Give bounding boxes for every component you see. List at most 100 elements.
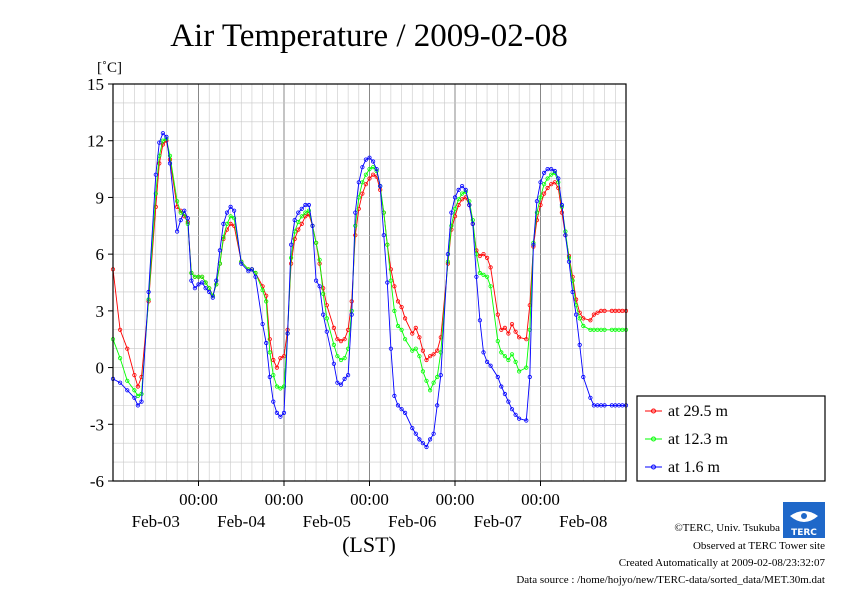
data-point [467,199,472,204]
data-point [160,142,165,147]
data-point [410,348,415,353]
data-point [278,355,283,361]
data-point [502,354,507,359]
data-point [484,274,490,279]
data-point [306,208,311,213]
data-point [135,393,140,398]
data-point [513,329,518,334]
data-point [413,431,418,436]
data-point [164,134,169,139]
y-tick-labels: 15 12 9 6 3 0 -3 -6 [87,75,113,491]
footer-source: Data source : /home/hojyo/new/TERC-data/… [516,574,825,586]
data-point [189,278,194,283]
data-point [410,331,415,336]
data-point [299,221,304,226]
data-point [118,380,123,385]
data-point [296,227,301,232]
data-point [288,255,294,260]
data-point [420,348,425,353]
data-point [345,372,351,378]
y-tick-label: 0 [96,359,105,378]
data-point [449,223,454,228]
data-point [125,378,130,383]
data-point [488,265,493,270]
data-point [502,391,507,397]
x-tick-label-day: Feb-04 [217,512,266,531]
data-point [370,172,376,177]
data-point [570,289,575,295]
data-point [135,403,140,408]
data-point [378,184,383,189]
data-point [160,131,165,136]
data-point [224,210,230,215]
data-point [445,252,450,257]
data-point [413,325,418,330]
data-point [431,380,436,385]
data-point [196,282,201,287]
data-point [153,172,158,177]
data-point [388,267,393,272]
data-point [135,384,140,389]
data-point [146,289,151,295]
data-point [335,354,340,359]
data-point [602,403,607,408]
data-point [392,393,397,398]
data-point [249,267,254,272]
data-point [402,410,408,415]
data-point [417,437,422,442]
data-point [477,270,482,276]
y-tick-label: 9 [96,188,105,207]
data-point [331,342,336,347]
data-point [360,165,365,170]
data-point [274,410,279,415]
data-point [573,297,579,302]
data-point [424,357,429,363]
data-point [175,199,180,204]
data-point [506,399,511,404]
data-point [481,272,486,277]
data-point [392,308,397,313]
data-point [338,382,344,387]
data-point [452,206,458,211]
data-point [481,252,486,257]
data-point [431,352,436,357]
data-point [157,161,162,166]
data-point [513,359,518,364]
legend-label: at 1.6 m [668,459,721,476]
data-point [306,202,311,208]
data-point [435,348,440,353]
data-point [317,257,322,262]
data-point [239,261,244,266]
data-point [506,331,511,336]
data-point [516,369,522,374]
data-point [385,242,390,247]
data-point [217,248,222,253]
data-point [516,335,522,340]
data-point [253,274,258,279]
data-point [477,318,482,323]
data-point [274,365,279,370]
terc-logo: TERC [783,502,825,538]
data-point [331,325,336,330]
data-point [278,386,283,391]
data-point [449,210,454,215]
data-point [388,346,393,351]
data-point [534,210,540,215]
y-tick-label: -3 [90,415,104,434]
data-point [125,388,130,393]
data-point [392,284,397,289]
data-point [549,172,554,177]
x-tick-label-day: Feb-05 [303,512,351,531]
y-tick-label: 15 [87,75,104,94]
data-point [210,295,215,300]
data-point [167,153,173,158]
data-point [296,210,301,215]
data-point [228,204,233,209]
data-point [549,167,554,172]
data-point [413,346,418,351]
data-point [420,369,425,374]
data-point [470,221,475,226]
legend-box [636,395,826,482]
data-point [178,210,183,215]
